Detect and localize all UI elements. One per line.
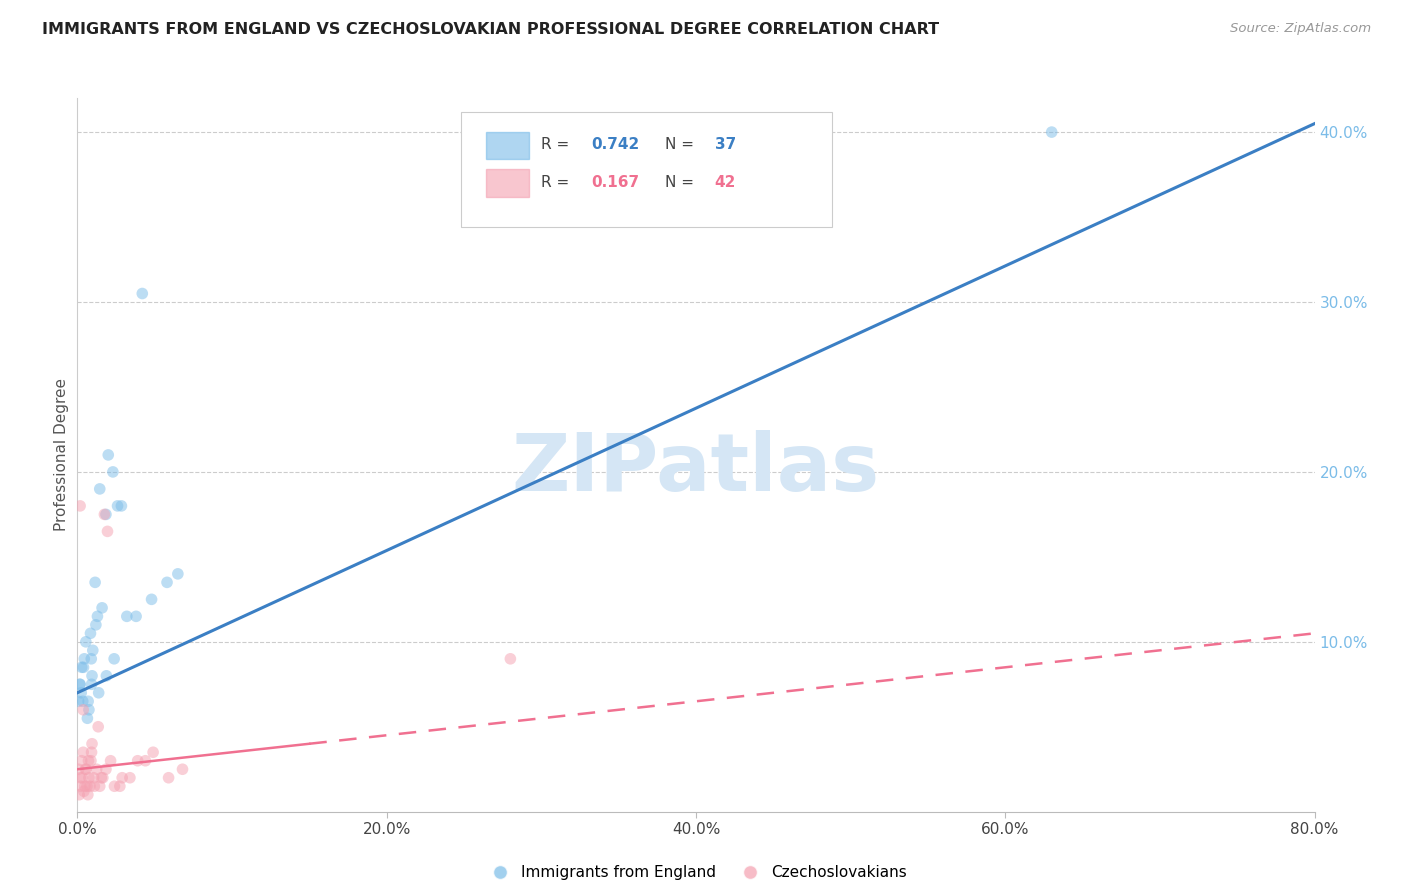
Point (67, 694, 90, 708)
Text: 37: 37 (714, 137, 735, 152)
Point (77, 754, 100, 768)
Point (79, 626, 101, 640)
Point (172, 762, 194, 776)
Point (67, 788, 90, 802)
Point (94, 508, 117, 522)
Text: 42: 42 (714, 175, 735, 190)
Point (70, 660, 93, 674)
Point (77, 703, 100, 717)
Point (94, 762, 117, 776)
Point (156, 575, 179, 590)
Text: 0.167: 0.167 (591, 175, 638, 190)
Bar (485, 169, 529, 196)
Point (80, 669, 103, 683)
Point (89, 779, 111, 793)
Point (91, 771, 114, 785)
Point (1040, 125, 1063, 139)
Point (80, 652, 103, 666)
Point (110, 499, 132, 513)
Point (108, 779, 131, 793)
Point (73, 652, 96, 666)
Point (73, 779, 96, 793)
Point (70, 754, 93, 768)
Point (76, 779, 98, 793)
Point (72, 703, 94, 717)
Point (69, 677, 91, 691)
Text: Source: ZipAtlas.com: Source: ZipAtlas.com (1230, 22, 1371, 36)
Text: R =: R = (541, 137, 575, 152)
Point (69, 499, 91, 513)
Point (72, 745, 94, 759)
Point (134, 754, 156, 768)
Point (93, 508, 115, 522)
Point (80, 745, 103, 759)
Point (84, 575, 107, 590)
Legend: Immigrants from England, Czechoslovakians: Immigrants from England, Czechoslovakian… (478, 859, 914, 886)
Text: 0.742: 0.742 (591, 137, 640, 152)
Point (76, 711, 98, 725)
Point (89, 482, 111, 496)
Point (80, 737, 103, 751)
Point (96, 524, 118, 539)
Point (87, 686, 110, 700)
Point (69, 677, 91, 691)
Y-axis label: Professional Degree: Professional Degree (53, 378, 69, 532)
Text: IMMIGRANTS FROM ENGLAND VS CZECHOSLOVAKIAN PROFESSIONAL DEGREE CORRELATION CHART: IMMIGRANTS FROM ENGLAND VS CZECHOSLOVAKI… (42, 22, 939, 37)
Point (77, 771, 100, 785)
Point (103, 779, 125, 793)
Point (157, 771, 180, 785)
Point (101, 465, 124, 479)
Point (141, 592, 163, 607)
Point (83, 779, 105, 793)
Point (118, 771, 141, 785)
Point (87, 720, 110, 734)
Point (72, 771, 94, 785)
Point (70, 686, 93, 700)
Point (167, 566, 190, 581)
Point (499, 652, 522, 666)
Point (75, 635, 97, 649)
Point (111, 771, 134, 785)
Bar (485, 132, 529, 159)
Point (90, 771, 112, 785)
Point (127, 754, 149, 768)
Point (75, 762, 97, 776)
Point (69, 779, 91, 793)
Point (75, 762, 97, 776)
Point (86, 609, 108, 624)
Point (100, 754, 122, 768)
Point (125, 609, 148, 624)
Point (115, 609, 138, 624)
Text: N =: N = (665, 175, 699, 190)
FancyBboxPatch shape (461, 112, 832, 227)
Point (91, 600, 114, 615)
Point (67, 762, 90, 776)
Point (103, 652, 125, 666)
Point (84, 617, 107, 632)
Point (107, 499, 129, 513)
Point (77, 694, 100, 708)
Point (96, 669, 118, 683)
Text: N =: N = (665, 137, 699, 152)
Point (82, 643, 104, 657)
Text: ZIPatlas: ZIPatlas (512, 430, 880, 508)
Text: R =: R = (541, 175, 575, 190)
Point (69, 771, 91, 785)
Point (80, 754, 103, 768)
Point (83, 771, 105, 785)
Point (86, 762, 108, 776)
Point (72, 694, 94, 708)
Point (73, 784, 96, 798)
Point (142, 745, 165, 759)
Point (80, 677, 103, 691)
Point (72, 660, 94, 674)
Point (79, 779, 101, 793)
Point (131, 286, 153, 301)
Point (76, 788, 98, 802)
Point (97, 448, 120, 462)
